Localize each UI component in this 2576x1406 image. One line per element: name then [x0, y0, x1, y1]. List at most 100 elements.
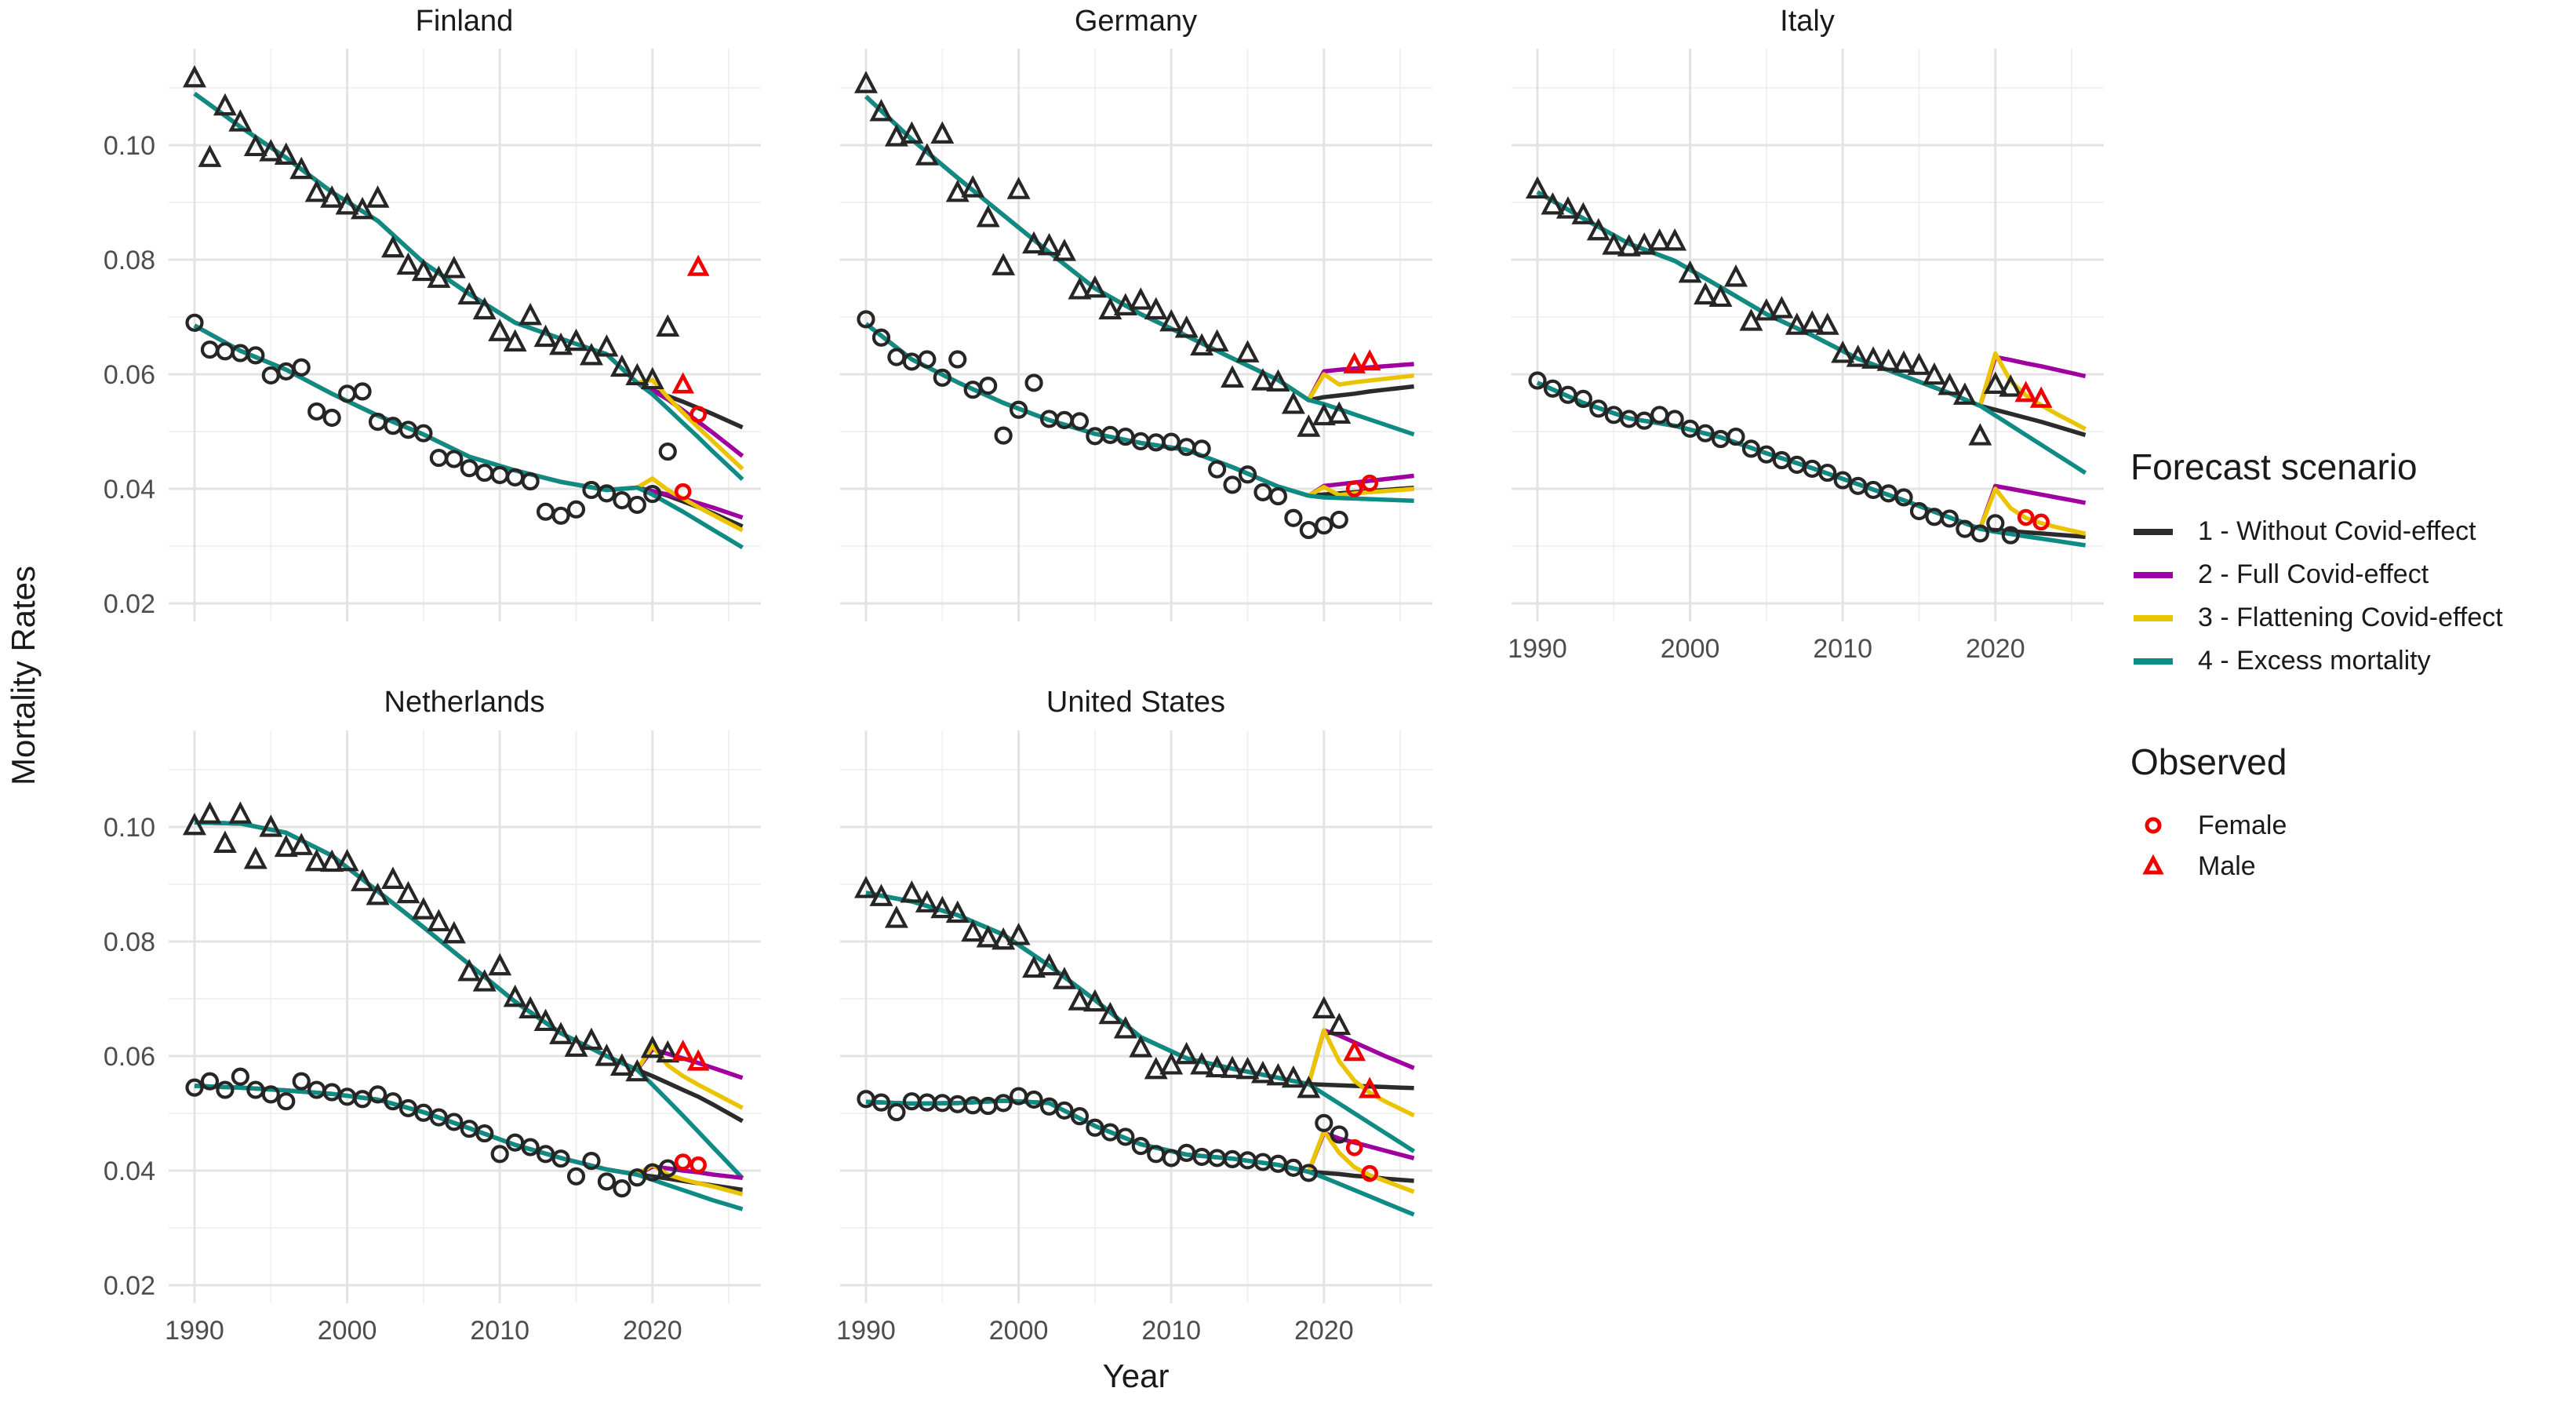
observed-point-triangle: [472, 297, 497, 320]
observed-point-triangle: [854, 71, 878, 93]
observed-point-triangle: [1098, 297, 1122, 320]
x-tick-label: 1990: [165, 1316, 224, 1346]
observed-point-triangle: [442, 256, 466, 279]
observed-point-triangle: [854, 876, 878, 898]
observed-point-triangle: [1221, 1055, 1245, 1078]
observed-point-triangle: [1281, 392, 1305, 414]
forecast-line-s4: [194, 820, 744, 1180]
observed-point-triangle: [1358, 1076, 1381, 1098]
observed-point-circle: [1330, 1125, 1348, 1144]
observed-point-circle: [689, 1156, 707, 1174]
observed-point-circle: [353, 382, 372, 401]
observed-point-triangle: [625, 1058, 649, 1082]
observed-point-circle: [1726, 427, 1745, 446]
observed-point-circle: [200, 1072, 220, 1091]
observed-point-circle: [536, 502, 555, 521]
forecast-line-s2: [194, 820, 744, 1080]
legend-item-scenario-3[interactable]: 3 - Flattening Covid-effect: [2130, 596, 2570, 639]
legend: Forecast scenario 1 - Without Covid-effe…: [2130, 446, 2570, 887]
observed-point-triangle: [1006, 177, 1031, 199]
observed-point-triangle: [609, 354, 634, 377]
observed-point-triangle: [1724, 264, 1748, 287]
observed-point-triangle: [1815, 312, 1839, 335]
legend-item-scenario-1[interactable]: 1 - Without Covid-effect: [2130, 510, 2570, 553]
observed-point-circle: [1940, 509, 1959, 528]
observed-point-triangle: [1861, 346, 1886, 369]
legend-item-scenario-4[interactable]: 4 - Excess mortality: [2130, 639, 2570, 683]
observed-point-triangle: [1159, 308, 1184, 332]
observed-point-triangle: [274, 142, 298, 165]
observed-point-triangle: [1571, 202, 1595, 224]
observed-point-triangle: [351, 196, 375, 220]
observed-point-triangle: [869, 883, 893, 906]
y-tick-label: 0.02: [104, 1271, 155, 1301]
observed-point-circle: [307, 402, 326, 421]
observed-point-triangle: [579, 1027, 603, 1051]
x-tick-label: 2010: [470, 1316, 529, 1346]
observed-point-triangle: [1174, 1041, 1199, 1065]
observed-point-triangle: [1937, 372, 1962, 395]
observed-point-triangle: [976, 205, 1000, 228]
observed-point-triangle: [1082, 989, 1107, 1012]
observed-point-circle: [384, 1092, 402, 1111]
observed-point-circle: [1361, 474, 1378, 492]
observed-point-triangle: [915, 143, 939, 166]
forecast-line-s4: [864, 94, 1415, 437]
x-tick-label: 1990: [1508, 634, 1567, 664]
observed-point-triangle: [259, 814, 283, 837]
observed-point-circle: [445, 450, 464, 468]
observed-point-triangle: [457, 959, 482, 982]
observed-point-triangle: [1739, 308, 1763, 331]
observed-point-triangle: [656, 314, 680, 337]
observed-point-circle: [2032, 513, 2050, 531]
facet-title-finland: Finland: [415, 5, 514, 38]
observed-point-triangle: [549, 1022, 573, 1044]
y-tick-label: 0.08: [104, 246, 155, 275]
observed-point-circle: [1055, 1101, 1074, 1120]
observed-point-triangle: [1068, 988, 1092, 1011]
observed-point-triangle: [335, 192, 359, 215]
observed-point-triangle: [1235, 1056, 1260, 1080]
observed-point-circle: [871, 328, 891, 347]
observed-point-circle: [460, 459, 478, 478]
observed-point-triangle: [1694, 282, 1718, 305]
observed-point-triangle: [1174, 315, 1199, 338]
observed-point-circle: [566, 1167, 586, 1186]
observed-point-triangle: [1113, 1016, 1137, 1039]
observed-point-circle: [2001, 526, 2020, 545]
observed-point-triangle: [595, 1044, 619, 1066]
observed-point-triangle: [961, 919, 985, 942]
observed-point-circle: [414, 424, 433, 443]
observed-point-triangle: [656, 1040, 680, 1063]
observed-point-circle: [475, 1124, 494, 1143]
observed-point-triangle: [1312, 402, 1336, 426]
y-axis-title: Mortality Rates: [5, 565, 42, 786]
observed-point-circle: [1207, 460, 1227, 479]
observed-point-triangle: [1221, 365, 1245, 388]
observed-point-triangle: [1190, 1052, 1214, 1075]
forecast-line-s2: [1536, 381, 2087, 531]
observed-point-triangle: [1205, 1054, 1229, 1078]
legend-item-observed-male[interactable]: Male: [2130, 846, 2570, 887]
observed-point-circle: [918, 350, 937, 369]
observed-point-triangle: [488, 953, 512, 976]
observed-point-circle: [689, 406, 707, 423]
observed-point-circle: [1238, 465, 1257, 484]
observed-point-triangle: [1892, 350, 1916, 373]
observed-point-triangle: [1190, 333, 1214, 356]
observed-point-triangle: [1999, 374, 2023, 397]
observed-point-triangle: [1098, 1001, 1122, 1025]
legend-item-observed-female[interactable]: Female: [2130, 805, 2570, 846]
observed-point-circle: [185, 1078, 204, 1097]
observed-point-circle: [1284, 1158, 1303, 1177]
facet-title-united-states: United States: [1046, 686, 1226, 719]
observed-point-triangle: [243, 133, 267, 157]
legend-item-scenario-2[interactable]: 2 - Full Covid-effect: [2130, 553, 2570, 596]
observed-point-triangle: [198, 144, 222, 167]
observed-point-circle: [1818, 463, 1837, 483]
x-tick-label: 1990: [836, 1316, 896, 1346]
observed-point-triangle: [884, 124, 908, 147]
observed-point-triangle: [1250, 368, 1275, 391]
x-tick-label: 2000: [1661, 634, 1720, 664]
observed-point-triangle: [1586, 217, 1610, 241]
